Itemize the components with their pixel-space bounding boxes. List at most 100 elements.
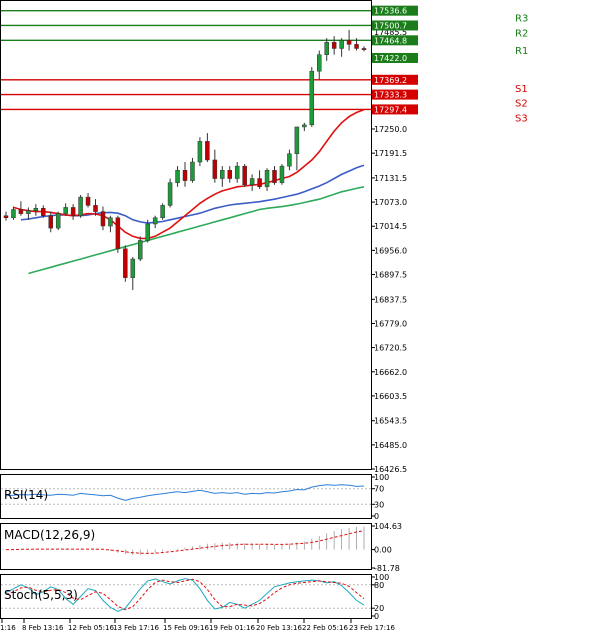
price-tick-label: 16662.0: [374, 368, 407, 377]
candle-body: [220, 170, 225, 179]
candle: [70, 204, 76, 220]
price-tick-label: 17073.0: [374, 198, 407, 207]
candle-body: [167, 182, 173, 206]
time-axis: 1:16 8 Feb 13:16 12 Feb 05:16 13 Feb 17:16 1…: [0, 619, 395, 632]
candle-body: [227, 170, 232, 179]
candle: [346, 29, 352, 51]
level-badge-bg: [372, 104, 418, 115]
candle: [309, 67, 315, 127]
level-badge-value: 17297.4: [374, 105, 407, 114]
stoch-k-line: [5, 578, 365, 612]
time-tick-label: 20 Feb 13:16: [256, 624, 302, 632]
candle: [302, 122, 307, 132]
candle: [41, 205, 46, 218]
level-tag-r1: R1: [515, 46, 528, 57]
level-tag-s1: S1: [515, 84, 528, 95]
candle: [249, 174, 255, 191]
stoch-tick-label: 80: [374, 581, 384, 590]
time-tick-label: 8 Feb 13:16: [22, 624, 64, 632]
stoch-label: Stoch(5,5,3): [4, 588, 78, 602]
candle: [205, 133, 210, 163]
candle: [167, 178, 173, 208]
candle-body: [317, 54, 322, 72]
candle: [11, 206, 16, 220]
level-badge-value: 17422.0: [374, 54, 407, 63]
rsi-pane: 100 70 30 0: [1, 473, 389, 521]
candle: [287, 149, 292, 171]
rsi-line: [5, 484, 365, 501]
candle-body: [309, 70, 315, 126]
candle-body: [115, 217, 121, 249]
candle-body: [354, 44, 359, 49]
candle-body: [93, 205, 98, 212]
candle: [55, 211, 61, 231]
rsi-pane-frame: [0, 474, 372, 519]
candle-body: [41, 208, 46, 216]
candle: [100, 206, 106, 231]
candle-body: [130, 258, 136, 278]
time-tick-label: 23 Feb 17:16: [349, 624, 395, 632]
level-badge-value: 17369.2: [374, 76, 407, 85]
time-tick-label: 15 Feb 09:16: [163, 624, 209, 632]
candle-body: [11, 209, 16, 219]
macd-pane-frame: [0, 523, 372, 570]
price-axis: 17250.0 17191.5 17131.5 17073.0 17014.5 16956…: [371, 28, 407, 474]
level-badge-value: 17536.6: [374, 7, 407, 16]
level-tag-s3: S3: [515, 113, 528, 124]
candle-body: [85, 196, 91, 206]
candle: [279, 164, 285, 185]
candle-body: [242, 165, 247, 185]
candle-body: [33, 208, 39, 211]
level-badge-value: 17500.7: [374, 21, 407, 30]
candle: [264, 168, 270, 191]
candle-body: [302, 124, 307, 128]
candle-body: [234, 165, 240, 179]
candle: [115, 215, 121, 253]
stoch-tick-label: 100: [374, 573, 389, 582]
stoch-pane-frame: [0, 574, 372, 619]
moving-averages: [13, 108, 365, 275]
ma-red-line: [13, 108, 365, 240]
rsi-label: RSI(14): [4, 488, 48, 502]
candle: [33, 204, 39, 216]
candle-body: [324, 42, 329, 55]
candle-body: [123, 248, 128, 278]
candle-body: [212, 159, 218, 179]
candle-body: [264, 170, 270, 188]
candle: [234, 162, 240, 183]
candle-body: [257, 178, 262, 188]
candle: [294, 126, 300, 171]
candle-body: [160, 205, 165, 219]
candle-body: [182, 170, 188, 181]
candle-body: [294, 126, 300, 155]
stoch-d-line: [5, 578, 365, 611]
candle: [197, 137, 203, 167]
level-badge-bg: [372, 35, 418, 46]
price-tick-label: 16956.0: [374, 246, 407, 255]
candle-body: [138, 240, 143, 260]
price-tick-label: 16837.5: [374, 295, 407, 304]
candle-body: [18, 209, 24, 214]
candle: [212, 149, 218, 183]
candle: [242, 164, 247, 187]
main-pane-frame: [0, 0, 372, 470]
candle: [361, 46, 367, 52]
price-tick-label: 17250.0: [374, 125, 407, 134]
candle-body: [346, 39, 352, 45]
candle: [26, 207, 31, 220]
candle: [78, 195, 83, 218]
candle: [227, 166, 232, 183]
candle-body: [190, 161, 195, 181]
level-tag-r2: R2: [515, 28, 528, 39]
candle-body: [205, 141, 210, 161]
candle: [339, 38, 344, 57]
candle: [93, 199, 98, 216]
candle: [331, 36, 337, 55]
candle-body: [108, 217, 113, 227]
stoch-tick-label: 20: [374, 604, 384, 613]
macd-label: MACD(12,26,9): [4, 528, 95, 542]
candle-body: [63, 207, 68, 214]
candle-body: [197, 141, 203, 163]
